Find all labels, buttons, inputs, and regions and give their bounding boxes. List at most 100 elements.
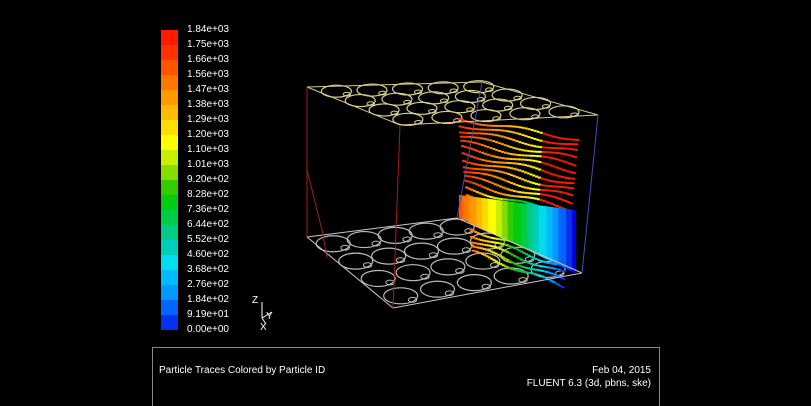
particle-trace-segment <box>501 242 505 245</box>
spiral-hook <box>407 296 418 303</box>
colorbar-tick-label: 1.66e+03 <box>187 54 229 65</box>
particle-trace-segment <box>491 128 495 131</box>
particle-trace-segment <box>545 277 549 280</box>
particle-trace-segment <box>572 143 576 146</box>
particle-trace-segment <box>480 143 484 146</box>
particle-trace-segment <box>482 168 486 171</box>
particle-trace-segment <box>486 153 490 156</box>
particle-trace-segment <box>497 261 501 264</box>
particle-trace-segment <box>496 184 500 187</box>
particle-trace-segment <box>533 150 537 153</box>
particle-trace-segment <box>476 123 480 126</box>
particle-trace-segment <box>527 254 531 257</box>
particle-trace-segment <box>507 180 511 183</box>
particle-trace-segment <box>483 137 487 140</box>
particle-trace-segment <box>506 251 510 254</box>
particle-trace-segment <box>463 171 467 174</box>
colorbar-band <box>161 195 178 210</box>
particle-trace-segment <box>534 197 538 200</box>
particle-trace-segment <box>484 240 488 243</box>
particle-trace-segment <box>531 192 535 195</box>
particle-trace-segment <box>515 158 519 161</box>
particle-trace-segment <box>526 180 530 183</box>
particle-trace-segment <box>509 130 513 133</box>
spiral-ring <box>320 84 353 98</box>
particle-trace-segment <box>523 200 527 203</box>
particle-trace-segment <box>483 194 487 197</box>
particle-trace-segment <box>488 188 492 191</box>
particle-trace-segment <box>500 129 504 132</box>
particle-trace-segment <box>464 119 468 122</box>
axis-y-label: Y <box>266 311 273 322</box>
particle-trace-segment <box>524 260 528 263</box>
box-edge <box>306 81 483 88</box>
particle-trace-segment <box>524 127 528 130</box>
particle-trace-segment <box>471 245 475 248</box>
particle-trace-segment <box>501 186 505 189</box>
colorbar-band <box>161 60 178 75</box>
particle-trace-segment <box>474 132 478 135</box>
spiral-ring <box>360 269 396 288</box>
particle-trace-segment <box>543 276 547 279</box>
particle-trace-segment <box>534 192 538 195</box>
particle-trace-segment <box>512 189 516 192</box>
particle-trace-segment <box>479 132 483 135</box>
particle-trace-segment <box>518 141 522 144</box>
particle-trace-segment <box>565 186 569 189</box>
particle-trace-segment <box>474 136 478 139</box>
spiral-hook <box>402 236 412 243</box>
particle-trace-segment <box>485 124 489 127</box>
particle-trace-segment <box>500 143 504 146</box>
particle-trace-segment <box>489 195 493 198</box>
particle-trace-segment <box>464 179 468 182</box>
particle-trace-segment <box>543 184 547 187</box>
particle-trace-segment <box>487 249 491 252</box>
particle-trace-segment <box>551 262 555 265</box>
particle-trace-segment <box>488 124 492 127</box>
particle-trace-segment <box>478 252 482 255</box>
particle-trace-segment <box>518 184 522 187</box>
particle-trace-segment <box>473 189 477 192</box>
particle-trace-segment <box>473 167 477 170</box>
particle-trace-segment <box>462 131 466 134</box>
particle-trace-segment <box>571 182 575 185</box>
particle-trace-segment <box>504 265 508 268</box>
particle-trace-segment <box>503 257 507 260</box>
particle-trace-segment <box>515 248 519 251</box>
particle-trace-segment <box>522 259 526 262</box>
particle-trace-segment <box>476 251 480 254</box>
particle-trace-segment <box>491 124 495 127</box>
particle-trace-segment <box>543 265 547 268</box>
particle-trace-segment <box>517 257 521 260</box>
spiral-ring <box>344 93 376 108</box>
version-label: FLUENT 6.3 (3d, pbns, ske) <box>526 378 651 389</box>
particle-trace-segment <box>506 145 510 148</box>
particle-trace-segment <box>556 151 560 154</box>
particle-trace-segment <box>568 186 572 189</box>
particle-trace-segment <box>518 158 522 161</box>
particle-trace-segment <box>517 264 521 267</box>
particle-trace-segment <box>521 178 525 181</box>
floor-geometry <box>315 218 566 305</box>
particle-trace-segment <box>486 195 490 198</box>
particle-trace-segment <box>534 268 538 271</box>
particle-trace-segment <box>558 206 562 209</box>
particle-trace-segment <box>518 126 522 129</box>
particle-trace-segment <box>481 164 485 167</box>
domain-outline <box>306 81 599 309</box>
particle-trace-segment <box>533 137 537 140</box>
particle-trace-segment <box>572 171 576 174</box>
particle-trace-segment <box>548 141 552 144</box>
particle-trace-segment <box>480 137 484 140</box>
particle-trace-segment <box>568 147 572 150</box>
colorbar-tick-label: 1.01e+03 <box>187 159 229 170</box>
particle-traces <box>458 118 579 289</box>
particle-trace-segment <box>521 134 525 137</box>
particle-trace-segment <box>564 161 568 164</box>
particle-trace-segment <box>526 172 530 175</box>
particle-trace-segment <box>504 193 508 196</box>
particle-trace-segment <box>569 202 573 205</box>
particle-trace-segment <box>487 256 491 259</box>
particle-trace-segment <box>555 268 559 271</box>
